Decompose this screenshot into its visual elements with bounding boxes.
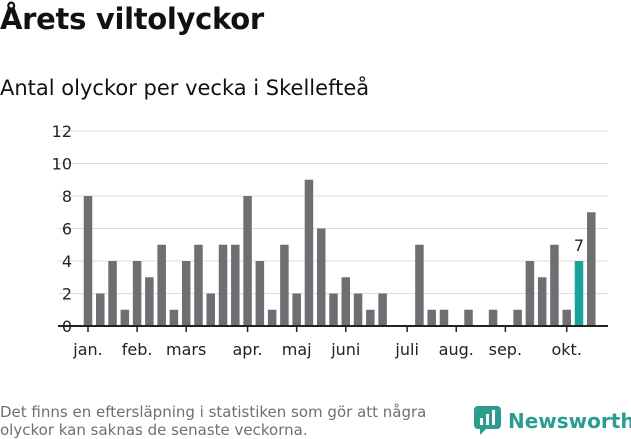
y-tick-label: 10 <box>52 155 72 174</box>
bar <box>83 196 93 326</box>
bar <box>341 277 351 326</box>
bar <box>415 244 424 326</box>
bar <box>316 228 326 326</box>
bar <box>231 244 240 326</box>
bar <box>353 293 363 326</box>
bar <box>537 277 547 326</box>
bar <box>243 196 252 326</box>
bar <box>427 309 436 326</box>
y-tick-label: 8 <box>62 187 72 206</box>
x-tick-label: apr. <box>232 340 262 359</box>
x-tick-label: okt. <box>552 340 582 359</box>
x-tick-label: jan. <box>72 340 102 359</box>
bar <box>132 261 142 326</box>
bar-highlight <box>574 261 584 326</box>
bar <box>587 212 596 326</box>
x-tick-label: aug. <box>439 340 474 359</box>
x-tick-label: sep. <box>489 340 522 359</box>
bar <box>206 293 215 326</box>
bar <box>255 261 265 326</box>
x-tick-label: juni <box>330 340 360 359</box>
y-tick-label: 6 <box>62 220 72 239</box>
bar-chart: 024681012 7 jan.feb.marsapr.majjunijulia… <box>52 122 608 359</box>
bar <box>108 261 117 326</box>
brand: Newsworthy <box>474 406 631 435</box>
bar <box>464 309 473 326</box>
bar <box>120 309 130 326</box>
y-tick-label: 4 <box>62 252 72 271</box>
footnote: Det finns en eftersläpning i statistiken… <box>0 403 427 439</box>
x-tick-label: juli <box>394 340 418 359</box>
bar <box>169 309 179 326</box>
bar <box>488 309 498 326</box>
bar <box>194 244 203 326</box>
data-label: 7 <box>574 236 584 255</box>
bar <box>513 309 522 326</box>
x-tick-label: feb. <box>122 340 153 359</box>
newsworthy-logo-icon <box>474 406 501 435</box>
bar <box>304 179 314 326</box>
bar <box>525 261 535 326</box>
bar <box>366 309 375 326</box>
brand-name: Newsworthy <box>508 408 631 433</box>
bar <box>218 244 228 326</box>
bar <box>267 309 277 326</box>
y-tick-label: 2 <box>62 285 72 304</box>
bar <box>280 244 289 326</box>
chart-subtitle: Antal olyckor per vecka i Skellefteå <box>0 76 370 100</box>
page-title: Årets viltolyckor <box>0 2 264 36</box>
bar <box>550 244 559 326</box>
bar <box>562 309 571 326</box>
x-tick-label: mars <box>166 340 206 359</box>
x-tick-label: maj <box>282 340 312 359</box>
bar <box>157 244 166 326</box>
bar <box>439 309 449 326</box>
y-tick-label: 12 <box>52 122 72 141</box>
bar <box>378 293 387 326</box>
bar <box>292 293 301 326</box>
bar <box>96 293 105 326</box>
bar <box>145 277 154 326</box>
bar <box>329 293 338 326</box>
bar <box>181 261 191 326</box>
